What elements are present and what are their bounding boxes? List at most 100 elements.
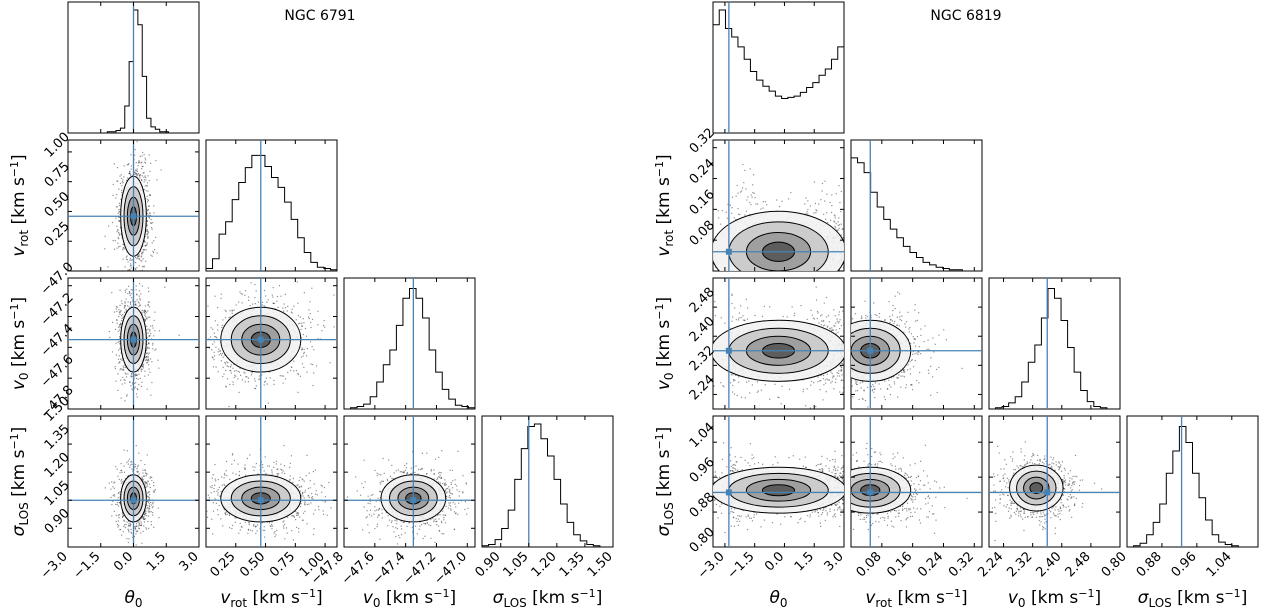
sample-point <box>146 272 147 273</box>
sample-point <box>123 520 125 522</box>
sample-point <box>147 515 150 517</box>
sample-point <box>380 480 382 482</box>
sample-point <box>131 468 133 470</box>
sample-point <box>247 529 250 531</box>
sample-point <box>126 461 128 463</box>
sample-point <box>150 222 152 224</box>
sample-point <box>232 381 234 383</box>
sample-point <box>120 323 122 325</box>
sample-point <box>148 217 151 219</box>
sample-point <box>272 296 274 298</box>
sample-point <box>220 293 222 295</box>
sample-point <box>116 504 118 506</box>
truth-marker <box>257 336 264 343</box>
sample-point <box>155 348 157 350</box>
sample-point <box>115 354 118 356</box>
sample-point <box>314 509 316 511</box>
sample-point <box>239 367 241 369</box>
sample-point <box>210 327 212 329</box>
sample-point <box>148 497 150 499</box>
scatter-panel <box>67 415 200 548</box>
sample-point <box>250 282 252 284</box>
sample-point <box>118 336 121 338</box>
sample-point <box>224 363 227 365</box>
sample-point <box>143 179 146 181</box>
histogram-panel <box>343 277 476 410</box>
sample-point <box>292 539 295 541</box>
sample-point <box>323 486 326 489</box>
sample-point <box>259 527 261 529</box>
sample-point <box>244 467 246 469</box>
sample-point <box>291 308 293 310</box>
sample-point <box>250 374 253 376</box>
sample-point <box>118 204 121 207</box>
sample-point <box>155 236 157 238</box>
sample-point <box>302 479 304 481</box>
sample-point <box>145 198 147 200</box>
sample-point <box>256 530 258 532</box>
sample-point <box>231 524 234 526</box>
sample-point <box>201 504 202 505</box>
sample-point <box>112 194 114 197</box>
sample-point <box>116 166 119 169</box>
truth-marker <box>130 497 137 504</box>
sample-point <box>122 313 124 316</box>
sample-point <box>297 302 299 304</box>
histogram-series <box>68 9 199 134</box>
sample-point <box>222 375 224 378</box>
sample-point <box>389 475 392 478</box>
sample-point <box>362 486 365 489</box>
sample-point <box>280 463 282 465</box>
sample-point <box>266 465 269 467</box>
x-tick-label: 1.5 <box>144 549 169 574</box>
sample-point <box>134 256 136 259</box>
sample-point <box>299 505 302 508</box>
sample-point <box>123 248 126 250</box>
sample-point <box>115 380 117 382</box>
sample-point <box>117 514 119 517</box>
sample-point <box>118 231 120 234</box>
sample-point <box>129 381 131 383</box>
sample-point <box>309 313 311 315</box>
sample-point <box>147 347 149 349</box>
sample-point <box>125 308 127 311</box>
sample-point <box>133 382 136 384</box>
sample-point <box>143 525 145 527</box>
sample-point <box>304 504 306 506</box>
sample-point <box>141 516 144 518</box>
sample-point <box>122 367 125 369</box>
sample-point <box>226 513 228 515</box>
sample-point <box>244 290 247 292</box>
sample-point <box>261 374 263 376</box>
sample-point <box>270 525 272 528</box>
sample-point <box>226 361 228 363</box>
sample-point <box>309 480 311 482</box>
sample-point <box>135 382 137 384</box>
sample-point <box>299 322 301 324</box>
sample-point <box>148 368 150 370</box>
sample-point <box>127 525 130 527</box>
sample-point <box>116 468 118 470</box>
sample-point <box>142 251 144 253</box>
sample-point <box>313 349 315 351</box>
sample-point <box>115 305 118 308</box>
sample-point <box>443 533 445 535</box>
sample-point <box>241 293 243 295</box>
sample-point <box>131 292 133 295</box>
sample-point <box>127 373 129 375</box>
sample-point <box>226 474 228 477</box>
sample-point <box>134 374 136 376</box>
sample-point <box>297 484 299 486</box>
sample-point <box>306 503 308 506</box>
sample-point <box>280 468 282 471</box>
sample-point <box>297 514 299 516</box>
sample-point <box>257 301 260 303</box>
sample-point <box>120 232 122 235</box>
sample-point <box>111 221 114 224</box>
sample-point <box>147 346 149 348</box>
sample-point <box>244 372 246 374</box>
sample-point <box>211 485 213 487</box>
sample-point <box>213 332 216 334</box>
sample-point <box>308 317 310 320</box>
sample-point <box>150 511 152 513</box>
